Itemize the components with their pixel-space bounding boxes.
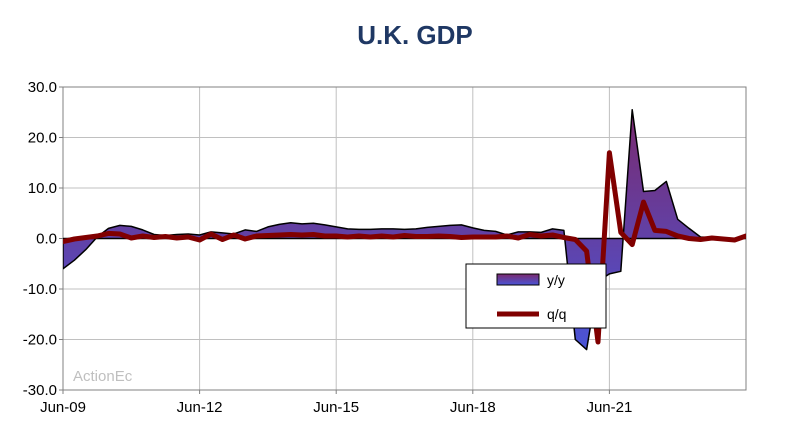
x-axis-ticks: Jun-09 Jun-12 Jun-15 Jun-18 Jun-21 — [40, 390, 632, 416]
x-tick-label: Jun-21 — [586, 399, 632, 416]
y-tick-label: 30.0 — [28, 79, 57, 96]
x-tick-label: Jun-12 — [177, 399, 223, 416]
chart-title: U.K. GDP — [357, 20, 473, 50]
y-tick-label: -20.0 — [23, 332, 57, 349]
y-tick-label: 20.0 — [28, 130, 57, 147]
legend-label-yy: y/y — [547, 272, 565, 288]
x-tick-label: Jun-15 — [313, 399, 359, 416]
legend-swatch-yy — [496, 273, 540, 286]
y-tick-label: -10.0 — [23, 281, 57, 298]
y-tick-label: 0.0 — [36, 231, 57, 248]
y-axis-ticks: 30.0 20.0 10.0 0.0 -10.0 -20.0 -30.0 — [23, 79, 63, 399]
series-yy-area — [63, 108, 746, 351]
watermark-text: ActionEc — [73, 368, 133, 385]
legend: y/y q/q — [465, 263, 607, 329]
legend-label-qq: q/q — [547, 306, 566, 322]
y-tick-label: 10.0 — [28, 180, 57, 197]
plot-content — [63, 108, 746, 351]
x-tick-label: Jun-09 — [40, 399, 86, 416]
series-qq-line — [63, 150, 746, 345]
x-tick-label: Jun-18 — [450, 399, 496, 416]
y-tick-label: -30.0 — [23, 382, 57, 399]
